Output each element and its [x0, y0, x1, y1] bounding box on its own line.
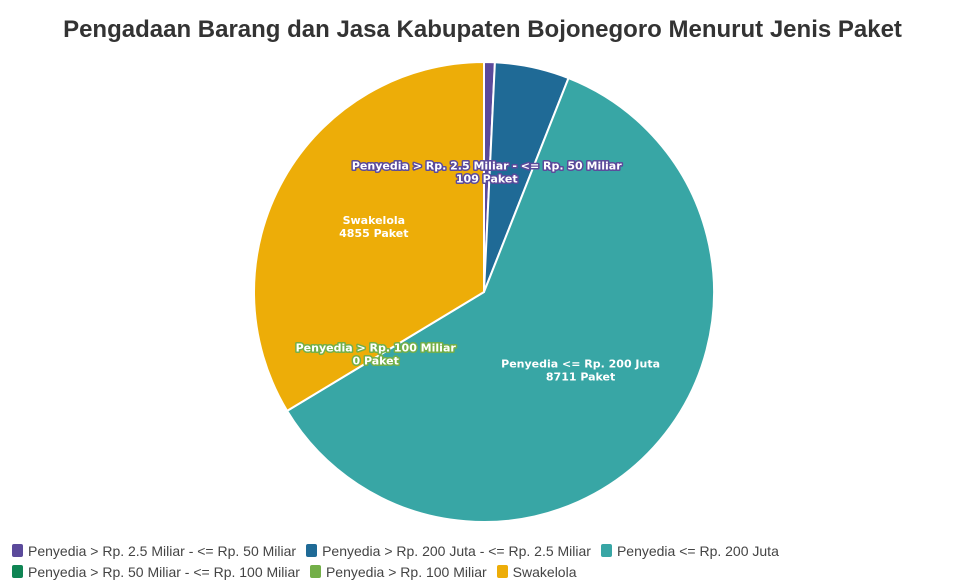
chart-title: Pengadaan Barang dan Jasa Kabupaten Bojo…: [63, 16, 902, 43]
slice-label-name: Swakelola: [343, 214, 406, 227]
slice-label-value: 4855 Paket: [339, 227, 408, 240]
slice-label-penyedia-rp-2-5-miliar-rp-50-miliar: Penyedia > Rp. 2.5 Miliar - <= Rp. 50 Mi…: [352, 160, 622, 186]
legend-label: Penyedia > Rp. 2.5 Miliar - <= Rp. 50 Mi…: [28, 542, 297, 559]
legend-item-penyedia-rp-200-juta-rp-2-5-miliar[interactable]: Penyedia > Rp. 200 Juta - <= Rp. 2.5 Mil…: [306, 541, 591, 560]
legend-swatch: [12, 544, 23, 557]
slice-label-value: 8711 Paket: [546, 371, 615, 384]
legend-item-penyedia-rp-2-5-miliar-rp-50-miliar[interactable]: Penyedia > Rp. 2.5 Miliar - <= Rp. 50 Mi…: [12, 541, 296, 560]
pie-slice-penyedia-rp-200-juta: [285, 76, 715, 523]
legend-label: Penyedia > Rp. 200 Juta - <= Rp. 2.5 Mil…: [322, 542, 591, 559]
slice-label-name: Penyedia > Rp. 2.5 Miliar - <= Rp. 50 Mi…: [352, 160, 622, 173]
legend-item-swakelola[interactable]: Swakelola: [496, 562, 577, 581]
slice-label-penyedia-rp-200-juta: Penyedia <= Rp. 200 Juta 8711 Paket: [501, 358, 660, 384]
legend-swatch: [496, 565, 508, 578]
legend-swatch: [12, 565, 23, 578]
chart-legend: Penyedia > Rp. 2.5 Miliar - <= Rp. 50 Mi…: [12, 541, 952, 581]
pie-labels: Penyedia > Rp. 2.5 Miliar - <= Rp. 50 Mi…: [294, 158, 661, 385]
legend-item-penyedia-rp-100-miliar[interactable]: Penyedia > Rp. 100 Miliar: [309, 562, 487, 581]
slice-label-swakelola: Swakelola 4855 Paket: [339, 214, 408, 240]
slice-label-value: 0 Paket: [352, 354, 398, 367]
legend-item-penyedia-rp-200-juta[interactable]: Penyedia <= Rp. 200 Juta: [600, 541, 779, 560]
legend-swatch: [600, 544, 612, 557]
slice-label-name: Penyedia <= Rp. 200 Juta: [501, 358, 660, 371]
legend-swatch: [306, 544, 318, 557]
slice-label-value: 109 Paket: [456, 173, 518, 186]
legend-swatch: [309, 565, 321, 578]
pie-slice-swakelola: [253, 60, 485, 413]
pie-slices: [253, 60, 715, 523]
legend-item-penyedia-rp-50-miliar-rp-100-miliar[interactable]: Penyedia > Rp. 50 Miliar - <= Rp. 100 Mi…: [12, 562, 300, 581]
legend-label: Swakelola: [512, 563, 577, 580]
legend-label: Penyedia > Rp. 100 Miliar: [325, 563, 487, 580]
slice-label-name: Penyedia > Rp. 100 Miliar: [296, 341, 457, 354]
legend-label: Penyedia <= Rp. 200 Juta: [616, 542, 779, 559]
legend-label: Penyedia > Rp. 50 Miliar - <= Rp. 100 Mi…: [28, 563, 300, 580]
slice-label-penyedia-rp-100-miliar: Penyedia > Rp. 100 Miliar 0 Paket: [296, 341, 457, 367]
